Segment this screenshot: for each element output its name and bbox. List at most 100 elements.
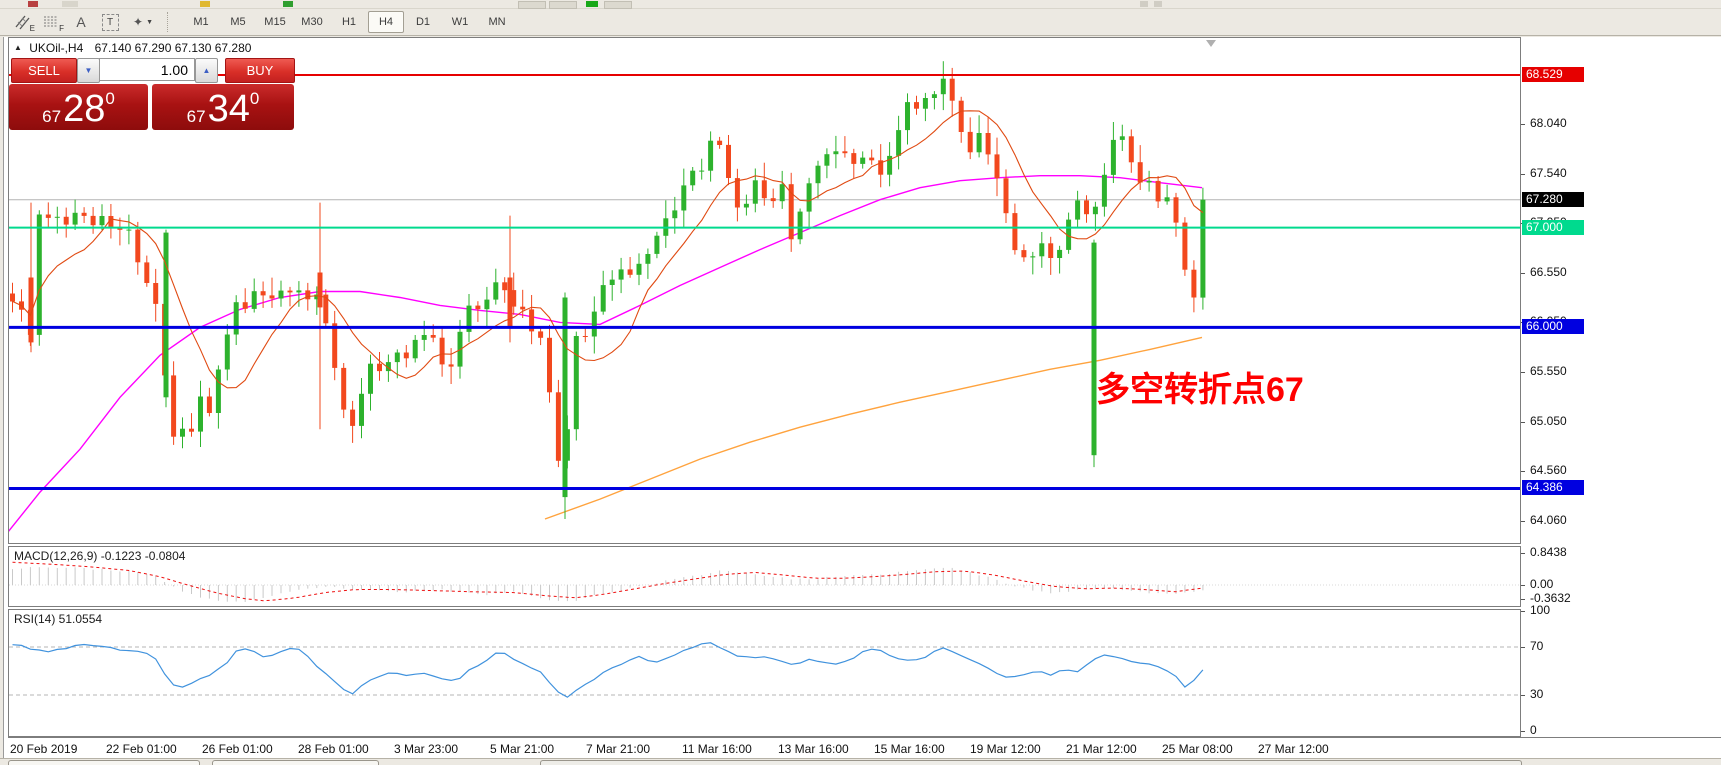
timeframe-bar: M1 M5 M15 M30 H1 H4 D1 W1 MN [183,11,516,33]
time-axis-label: 15 Mar 16:00 [874,742,945,756]
sell-price-major: 67 [42,107,62,126]
scale-tickmark [1521,611,1525,612]
volume-decrease-button[interactable]: ▼ [77,58,100,83]
price-line-label: 67.280 [1522,192,1584,207]
scale-tickmark [1521,174,1525,175]
time-axis-label: 27 Mar 12:00 [1258,742,1329,756]
scale-tickmark [1521,599,1525,600]
cutoff-toolbar-button [200,1,210,7]
time-axis[interactable]: 20 Feb 2019 22 Feb 01:00 26 Feb 01:00 28 Fe… [8,737,1721,759]
time-axis-label: 5 Mar 21:00 [490,742,555,756]
scale-tick-label: 64.560 [1530,463,1567,477]
scale-tick-label: 64.060 [1530,513,1567,527]
timeframe-button-H1[interactable]: H1 [341,16,357,28]
symbol-period-label: UKOil-,H4 [29,41,84,55]
text-label-icon[interactable]: A [68,11,94,33]
time-axis-label: 28 Feb 01:00 [298,742,369,756]
scale-tick-label: 0.00 [1530,577,1554,591]
macd-canvas[interactable] [9,547,1520,606]
scale-tick-label: 67.540 [1530,166,1567,180]
timeframe-button-M1[interactable]: M1 [193,16,209,28]
time-axis-label: 11 Mar 16:00 [682,742,752,756]
timeframe-button-M5[interactable]: M5 [230,16,246,28]
price-scale[interactable]: 68.04067.54067.05066.55066.05065.55065.0… [1521,0,1721,765]
timeframe-button-D1[interactable]: D1 [415,16,431,28]
volume-input[interactable] [99,58,195,81]
scale-tick-label: 100 [1530,603,1551,617]
cutoff-toolbar-button [604,1,632,9]
scale-tick-label: 70 [1530,639,1544,653]
scale-tickmark [1521,731,1525,732]
chevron-down-icon: ▼ [84,66,93,75]
chart-title: ▲ UKOil-,H4 67.140 67.290 67.130 67.280 [14,41,251,55]
chart-tab[interactable] [212,760,379,765]
rsi-canvas[interactable] [9,610,1520,736]
cutoff-toolbar-button [1154,1,1162,7]
one-click-trading-panel: SELL ▼ ▲ BUY 67 28 0 67 34 0 [9,58,295,130]
ohlc-values: 67.140 67.290 67.130 67.280 [94,41,252,55]
sell-button[interactable]: SELL [11,58,77,83]
timeframe-button-MN[interactable]: MN [488,16,506,28]
timeframe-button-M30[interactable]: M30 [301,16,323,28]
buy-price-major: 67 [186,107,206,126]
rsi-label: RSI(14) 51.0554 [14,612,103,626]
toolbar-grip [167,12,177,32]
one-click-panel-toggle[interactable]: ▲ [14,43,22,52]
chart-tab[interactable] [8,760,200,765]
text-box-icon[interactable]: T [97,11,123,33]
scale-tick-label: -0.3632 [1530,591,1571,605]
time-axis-label: 22 Feb 01:00 [106,742,177,756]
scale-tickmark [1521,422,1525,423]
chart-tabs-cutoff [0,758,1721,765]
scale-tickmark [1521,372,1525,373]
scale-tick-label: 65.550 [1530,364,1567,378]
icon-letter: A [76,14,86,30]
chart-shift-marker[interactable] [1206,40,1216,47]
fibonacci-lines-icon[interactable]: F [39,11,65,33]
timeframe-button-W1[interactable]: W1 [451,16,469,28]
time-axis-label: 21 Mar 12:00 [1066,742,1137,756]
cutoff-toolbar-button [1140,1,1148,7]
scale-tickmark [1521,553,1525,554]
chevron-down-icon: ▼ [146,18,153,26]
upper-toolbar-cutoff [0,0,1721,9]
chart-annotation-text: 多空转折点67 [1096,371,1304,409]
price-line-label: 68.529 [1522,67,1584,82]
window-left-border [3,37,4,758]
cutoff-toolbar-button [518,1,546,9]
scale-tickmark [1521,647,1525,648]
price-line-label: 67.000 [1522,220,1584,235]
time-axis-label: 25 Mar 08:00 [1162,742,1233,756]
cutoff-toolbar-button [549,1,577,9]
cutoff-toolbar-button [62,1,78,7]
scale-tick-label: 30 [1530,687,1544,701]
time-axis-label: 19 Mar 12:00 [970,742,1041,756]
rsi-panel[interactable]: RSI(14) 51.0554 [8,609,1521,737]
price-line-label: 64.386 [1522,480,1584,495]
time-axis-label: 20 Feb 2019 [10,742,78,756]
arrow-objects-icon[interactable]: ✦ ▼ [126,11,160,33]
chart-tab[interactable] [540,760,1522,765]
sell-price-point: 0 [105,89,115,108]
buy-button[interactable]: BUY [225,58,295,83]
scale-tick-label: 0.8438 [1530,545,1567,559]
macd-panel[interactable]: MACD(12,26,9) -0.1223 -0.0804 [8,546,1521,607]
sell-price-button[interactable]: 67 28 0 [9,84,148,130]
buy-price-point: 0 [249,89,260,108]
timeframe-button-M15[interactable]: M15 [264,16,286,28]
buy-price-button[interactable]: 67 34 0 [152,84,294,130]
scale-tickmark [1521,471,1525,472]
time-axis-label: 26 Feb 01:00 [202,742,273,756]
volume-increase-button[interactable]: ▲ [195,58,218,83]
timeframe-button-H4[interactable]: H4 [368,11,404,33]
icon-letter: T [101,13,119,31]
main-chart-canvas[interactable] [9,38,1520,543]
scale-tickmark [1521,124,1525,125]
cutoff-toolbar-button [28,1,38,7]
price-line-label: 66.000 [1522,319,1584,334]
equidistant-channel-icon[interactable]: E [10,11,36,33]
buy-button-label: BUY [246,63,274,78]
scale-tick-label: 66.550 [1530,265,1567,279]
scale-tickmark [1521,521,1525,522]
